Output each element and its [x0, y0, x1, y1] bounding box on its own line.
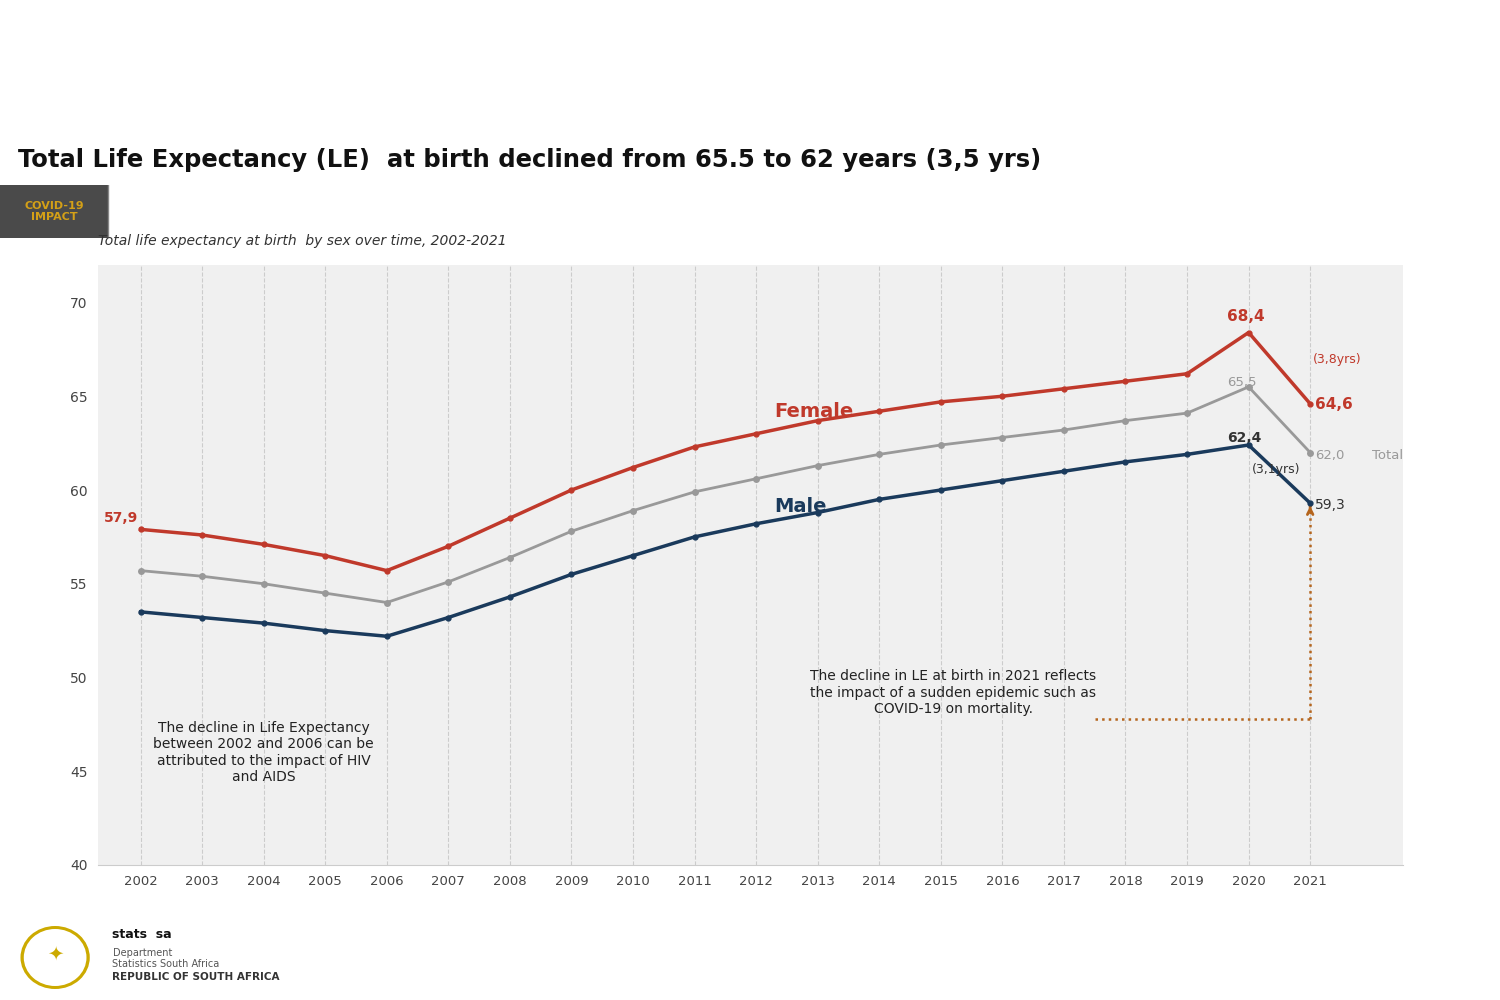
- Text: The decline in LE at birth in 2021 reflects
the impact of a sudden epidemic such: The decline in LE at birth in 2021 refle…: [810, 669, 1096, 716]
- Text: The decline in Life Expectancy
between 2002 and 2006 can be
attributed to the im: The decline in Life Expectancy between 2…: [153, 721, 374, 784]
- Text: Department: Department: [112, 948, 172, 958]
- Text: 62,0: 62,0: [1316, 449, 1344, 462]
- Text: Female: Female: [774, 402, 853, 421]
- Text: Statistics South Africa: Statistics South Africa: [112, 959, 219, 969]
- Text: 68,4: 68,4: [1227, 309, 1264, 324]
- Text: Total life expectancy at birth  by sex over time, 2002-2021: Total life expectancy at birth by sex ov…: [98, 234, 506, 248]
- Text: IMPROVING LIVES THROUGH DATA ECOSYSTEMS: IMPROVING LIVES THROUGH DATA ECOSYSTEMS: [12, 890, 372, 902]
- Text: (3,8yrs): (3,8yrs): [1312, 353, 1362, 365]
- Text: Total: Total: [1371, 449, 1402, 462]
- Text: (3,1yrs): (3,1yrs): [1251, 463, 1300, 476]
- Circle shape: [24, 929, 87, 986]
- Text: REPUBLIC OF SOUTH AFRICA: REPUBLIC OF SOUTH AFRICA: [112, 972, 280, 982]
- Text: 65,5: 65,5: [1227, 376, 1257, 389]
- Text: ✦: ✦: [46, 944, 63, 963]
- Text: COVID-19
IMPACT: COVID-19 IMPACT: [24, 201, 84, 222]
- Circle shape: [21, 926, 90, 989]
- Text: 57,9: 57,9: [104, 511, 138, 525]
- Bar: [0, 185, 108, 238]
- Text: stats  sa: stats sa: [112, 928, 172, 941]
- Text: 64,6: 64,6: [1316, 397, 1353, 412]
- Text: Total Life Expectancy (LE)  at birth declined from 65.5 to 62 years (3,5 yrs): Total Life Expectancy (LE) at birth decl…: [18, 148, 1041, 172]
- Text: 62,4: 62,4: [1227, 431, 1262, 445]
- Text: Male: Male: [774, 497, 826, 516]
- Text: 59,3: 59,3: [1316, 498, 1346, 512]
- Text: MID YEAR: MID YEAR: [1414, 890, 1488, 902]
- Text: Decline in Life expectancy is due to the rise in excessive deaths during COVID-1: Decline in Life expectancy is due to the…: [120, 204, 795, 219]
